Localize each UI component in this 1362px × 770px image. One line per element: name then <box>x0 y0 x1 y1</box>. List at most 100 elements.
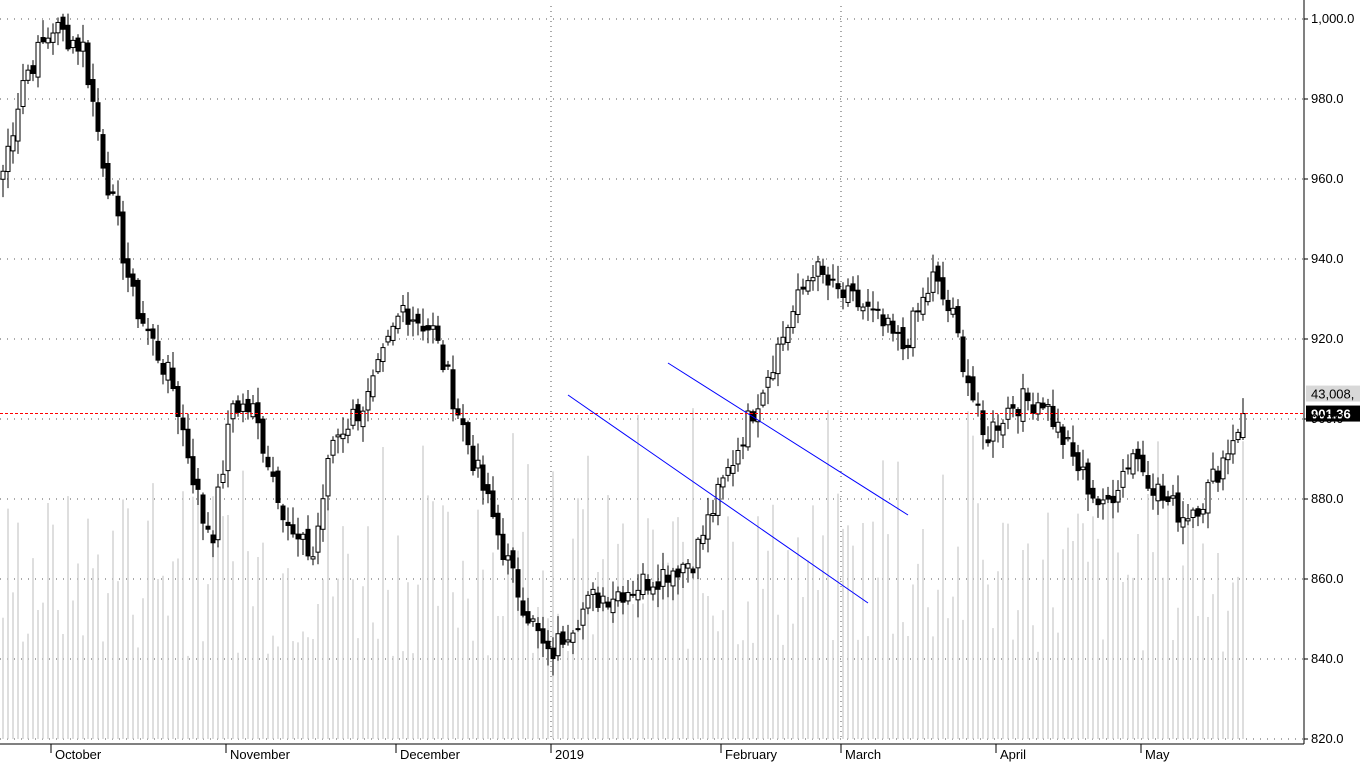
candle-up <box>725 467 731 476</box>
candle-down <box>1070 442 1076 457</box>
candle-down <box>1060 426 1066 445</box>
candle-up <box>700 534 706 545</box>
candle-down <box>60 16 66 30</box>
candle-down <box>435 325 441 341</box>
candle-down <box>825 274 831 286</box>
y-tick-label: 940.0 <box>1311 251 1344 266</box>
candle-down <box>620 592 626 603</box>
candle-up <box>1205 482 1211 514</box>
candle-down <box>980 410 986 436</box>
last-price-label: 901.36 <box>1311 407 1351 422</box>
candle-up <box>815 261 821 277</box>
candle-down <box>820 265 826 275</box>
candle-down <box>835 283 841 290</box>
candle-down <box>450 369 456 410</box>
candle-down <box>355 404 361 422</box>
candle-down <box>1165 496 1171 503</box>
candle-up <box>45 37 51 44</box>
candle-up <box>615 591 621 602</box>
candle-down <box>245 398 251 413</box>
candle-down <box>880 314 886 327</box>
candle-up <box>755 408 761 423</box>
candle-down <box>690 568 696 574</box>
candle-up <box>20 80 26 108</box>
last-volume-badge <box>1306 385 1360 402</box>
candle-down <box>100 134 106 169</box>
candle-down <box>1105 494 1111 500</box>
candle-up <box>735 449 741 465</box>
candle-down <box>915 310 921 313</box>
candle-up <box>250 403 256 418</box>
candle-up <box>50 32 56 43</box>
candle-up <box>1185 518 1191 522</box>
candle-down <box>490 490 496 518</box>
candle-up <box>1210 468 1216 482</box>
candle-down <box>500 533 506 560</box>
candle-up <box>475 459 481 469</box>
candle-down <box>205 525 211 530</box>
candle-down <box>975 403 981 406</box>
candle-down <box>285 521 291 526</box>
candle-up <box>385 335 391 343</box>
candle-down <box>675 568 681 578</box>
candle-down <box>295 533 301 540</box>
candle-up <box>775 343 781 375</box>
candle-down <box>1140 454 1146 473</box>
candle-up <box>70 39 76 49</box>
candle-down <box>850 283 856 292</box>
candle-up <box>220 473 226 484</box>
candle-down <box>465 422 471 446</box>
candle-down <box>415 313 421 324</box>
candle-up <box>345 428 351 436</box>
candle-up <box>310 556 316 560</box>
candle-down <box>115 195 121 217</box>
candle-up <box>640 573 646 596</box>
candle-down <box>425 325 431 331</box>
candle-up <box>5 145 11 173</box>
candle-down <box>270 471 276 477</box>
candle-down <box>865 301 871 307</box>
candle-up <box>335 434 341 438</box>
candle-up <box>1000 422 1006 436</box>
candle-up <box>1220 457 1226 480</box>
candle-up <box>225 423 231 472</box>
candle-down <box>1160 485 1166 501</box>
candle-up <box>1020 388 1026 422</box>
y-tick-label: 880.0 <box>1311 491 1344 506</box>
candle-down <box>985 439 991 444</box>
candle-down <box>185 428 191 459</box>
candle-up <box>380 347 386 363</box>
candle-down <box>160 362 166 375</box>
candle-down <box>960 336 966 373</box>
candle-up <box>705 514 711 540</box>
candle-down <box>265 456 271 468</box>
candle-up <box>315 525 321 553</box>
candle-up <box>720 477 726 488</box>
candle-down <box>535 622 541 632</box>
candle-up <box>845 285 851 303</box>
candle-down <box>1135 448 1141 460</box>
candle-down <box>1110 495 1116 504</box>
candle-up <box>805 280 811 292</box>
candle-up <box>990 421 996 442</box>
candle-down <box>1015 409 1021 417</box>
candle-down <box>1215 470 1221 483</box>
candle-up <box>1240 413 1246 439</box>
candle-down <box>905 344 911 349</box>
candle-down <box>290 524 296 535</box>
candle-down <box>280 505 286 521</box>
candle-down <box>645 579 651 591</box>
candle-down <box>65 24 71 50</box>
candle-up <box>530 618 536 622</box>
x-tick-label: May <box>1145 747 1170 762</box>
candle-down <box>630 593 636 596</box>
candle-up <box>240 403 246 412</box>
candle-down <box>445 364 451 367</box>
last-price-badge <box>1306 405 1360 422</box>
x-tick-label: February <box>725 747 778 762</box>
candle-down <box>1150 488 1156 496</box>
candle-up <box>745 410 751 448</box>
candle-down <box>970 376 976 401</box>
candle-down <box>150 328 156 339</box>
candle-up <box>410 319 416 322</box>
